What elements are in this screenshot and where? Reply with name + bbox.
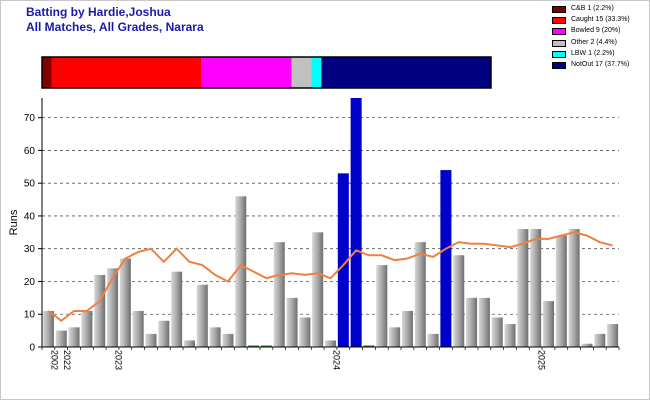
bar (286, 297, 298, 347)
bar (363, 345, 375, 347)
bar (107, 268, 119, 347)
legend-swatch (552, 39, 566, 47)
y-tick-label: 10 (24, 310, 36, 321)
dismissal-segment (201, 57, 292, 88)
bar (171, 271, 183, 347)
bar (453, 255, 465, 347)
bar (81, 310, 93, 347)
x-tick-label: 2025 (537, 350, 547, 370)
legend-swatch (552, 50, 566, 58)
legend-item: Caught 15 (33.3%) (552, 15, 648, 26)
dismissal-segment (311, 57, 322, 88)
legend-item: NotOut 17 (37.7%) (552, 60, 648, 71)
bar (517, 229, 529, 347)
bar (607, 324, 619, 347)
bar (542, 301, 554, 347)
dismissal-segment (42, 57, 52, 88)
legend-item: LBW 1 (2.2%) (552, 49, 648, 60)
legend-swatch (552, 6, 566, 13)
bar (478, 297, 490, 347)
bar (209, 327, 221, 347)
bar (260, 345, 272, 347)
y-tick-label: 70 (24, 113, 36, 124)
x-tick-label: 2024 (332, 350, 342, 370)
y-tick-label: 40 (24, 211, 36, 222)
bar (119, 258, 131, 347)
x-tick-label: 2002 (49, 350, 59, 370)
dismissal-segment (321, 57, 491, 88)
y-tick-label: 60 (24, 146, 36, 157)
bar (530, 229, 542, 347)
legend-label: C&B 1 (2.2%) (571, 5, 614, 12)
x-tick-label: 2022 (62, 350, 72, 370)
bar (427, 333, 439, 347)
legend-item: Bowled 9 (20%) (552, 26, 648, 37)
legend-label: Bowled 9 (20%) (571, 27, 621, 35)
bar (440, 170, 452, 347)
bar (273, 242, 285, 347)
legend-item: Other 2 (4.4%) (552, 38, 648, 49)
dismissal-segment (51, 57, 202, 88)
bar (196, 284, 208, 347)
bar (55, 330, 67, 347)
bar (68, 327, 80, 347)
legend-swatch (552, 28, 566, 36)
average-line (47, 231, 613, 323)
bar (132, 310, 144, 347)
y-tick-label: 50 (24, 179, 36, 190)
chart-subtitle: All Matches, All Grades, Narara (26, 20, 204, 34)
bar (466, 297, 478, 347)
bar (42, 310, 54, 347)
legend-swatch (552, 61, 566, 69)
legend-item: C&B 1 (2.2%) (552, 4, 648, 15)
legend-label: NotOut 17 (37.7%) (571, 60, 630, 68)
bar (504, 324, 516, 347)
bar (350, 98, 362, 347)
bar (555, 235, 567, 347)
bar (222, 333, 234, 347)
legend-label: LBW 1 (2.2%) (571, 49, 615, 57)
bar (145, 333, 157, 347)
bar (324, 340, 337, 347)
bar (183, 340, 195, 347)
bar (581, 343, 593, 347)
chart-title: Batting by Hardie,Joshua (26, 5, 171, 19)
legend-label: Caught 15 (33.3%) (571, 16, 630, 24)
y-tick-label: 30 (24, 244, 36, 255)
bar (299, 317, 311, 347)
bar (568, 229, 580, 347)
dismissal-bar-outline (41, 56, 492, 89)
bar (248, 345, 260, 347)
y-axis-label: Runs (8, 209, 20, 235)
bar (312, 232, 324, 347)
bar (235, 196, 247, 347)
y-tick-label: 0 (29, 343, 35, 354)
bar (389, 327, 401, 347)
x-tick-label: 2023 (114, 350, 124, 370)
y-tick-label: 20 (24, 277, 36, 288)
bar (376, 265, 388, 347)
bar (158, 320, 170, 347)
bar (414, 242, 426, 347)
bar (491, 317, 503, 347)
dismissal-legend: C&B 1 (2.2%) Caught 15 (33.3%) Bowled 9 … (552, 4, 648, 71)
bar (337, 173, 349, 347)
bar (594, 333, 606, 347)
legend-label: Other 2 (4.4%) (571, 38, 617, 46)
bar (401, 310, 413, 347)
bar (94, 274, 106, 347)
legend-swatch (552, 17, 566, 25)
dismissal-segment (291, 57, 312, 88)
